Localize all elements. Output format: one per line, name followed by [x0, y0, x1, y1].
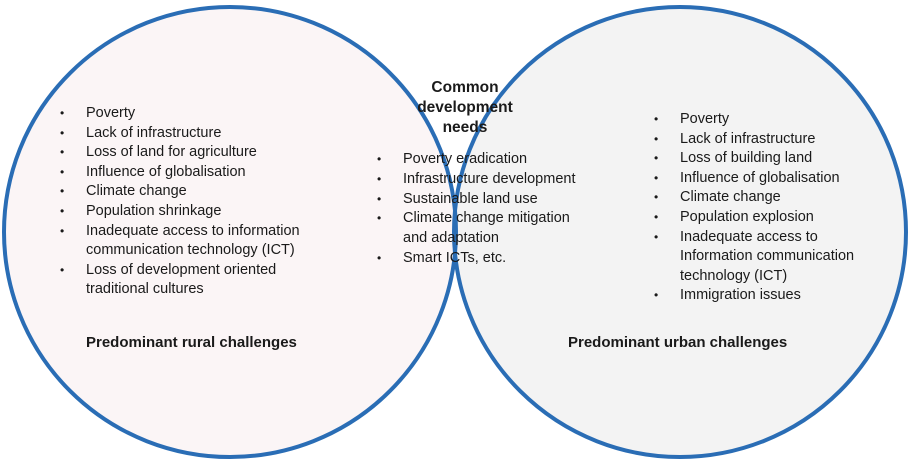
list-item: Climate change — [654, 188, 889, 208]
urban-challenges-list: Poverty Lack of infrastructure Loss of b… — [654, 110, 889, 306]
list-item: Sustainable land use — [377, 190, 577, 210]
rural-challenges-list: Poverty Lack of infrastructure Loss of l… — [60, 104, 330, 300]
list-item: Poverty — [654, 110, 889, 130]
rural-challenges-title: Predominant rural challenges — [86, 334, 297, 351]
list-item: Infrastructure development — [377, 170, 577, 190]
list-item: Loss of land for agriculture — [60, 143, 330, 163]
list-item: Inadequate access to information communi… — [60, 222, 330, 261]
list-item: Climate change mitigation and adaptation — [377, 209, 577, 249]
list-item: Influence of globalisation — [60, 163, 330, 183]
list-item: Smart ICTs, etc. — [377, 249, 577, 269]
urban-challenges-title: Predominant urban challenges — [568, 334, 788, 351]
common-needs-list: Poverty eradication Infrastructure devel… — [377, 150, 577, 269]
list-item: Climate change — [60, 182, 330, 202]
common-needs-title: Common development needs — [417, 79, 513, 136]
list-item: Immigration issues — [654, 286, 889, 306]
list-item: Inadequate access to Information communi… — [654, 228, 889, 287]
list-item: Lack of infrastructure — [654, 130, 889, 150]
list-item: Poverty eradication — [377, 150, 577, 170]
list-item: Population explosion — [654, 208, 889, 228]
list-item: Loss of building land — [654, 149, 889, 169]
list-item: Poverty — [60, 104, 330, 124]
list-item: Population shrinkage — [60, 202, 330, 222]
list-item: Loss of development oriented traditional… — [60, 261, 330, 300]
list-item: Lack of infrastructure — [60, 124, 330, 144]
list-item: Influence of globalisation — [654, 169, 889, 189]
